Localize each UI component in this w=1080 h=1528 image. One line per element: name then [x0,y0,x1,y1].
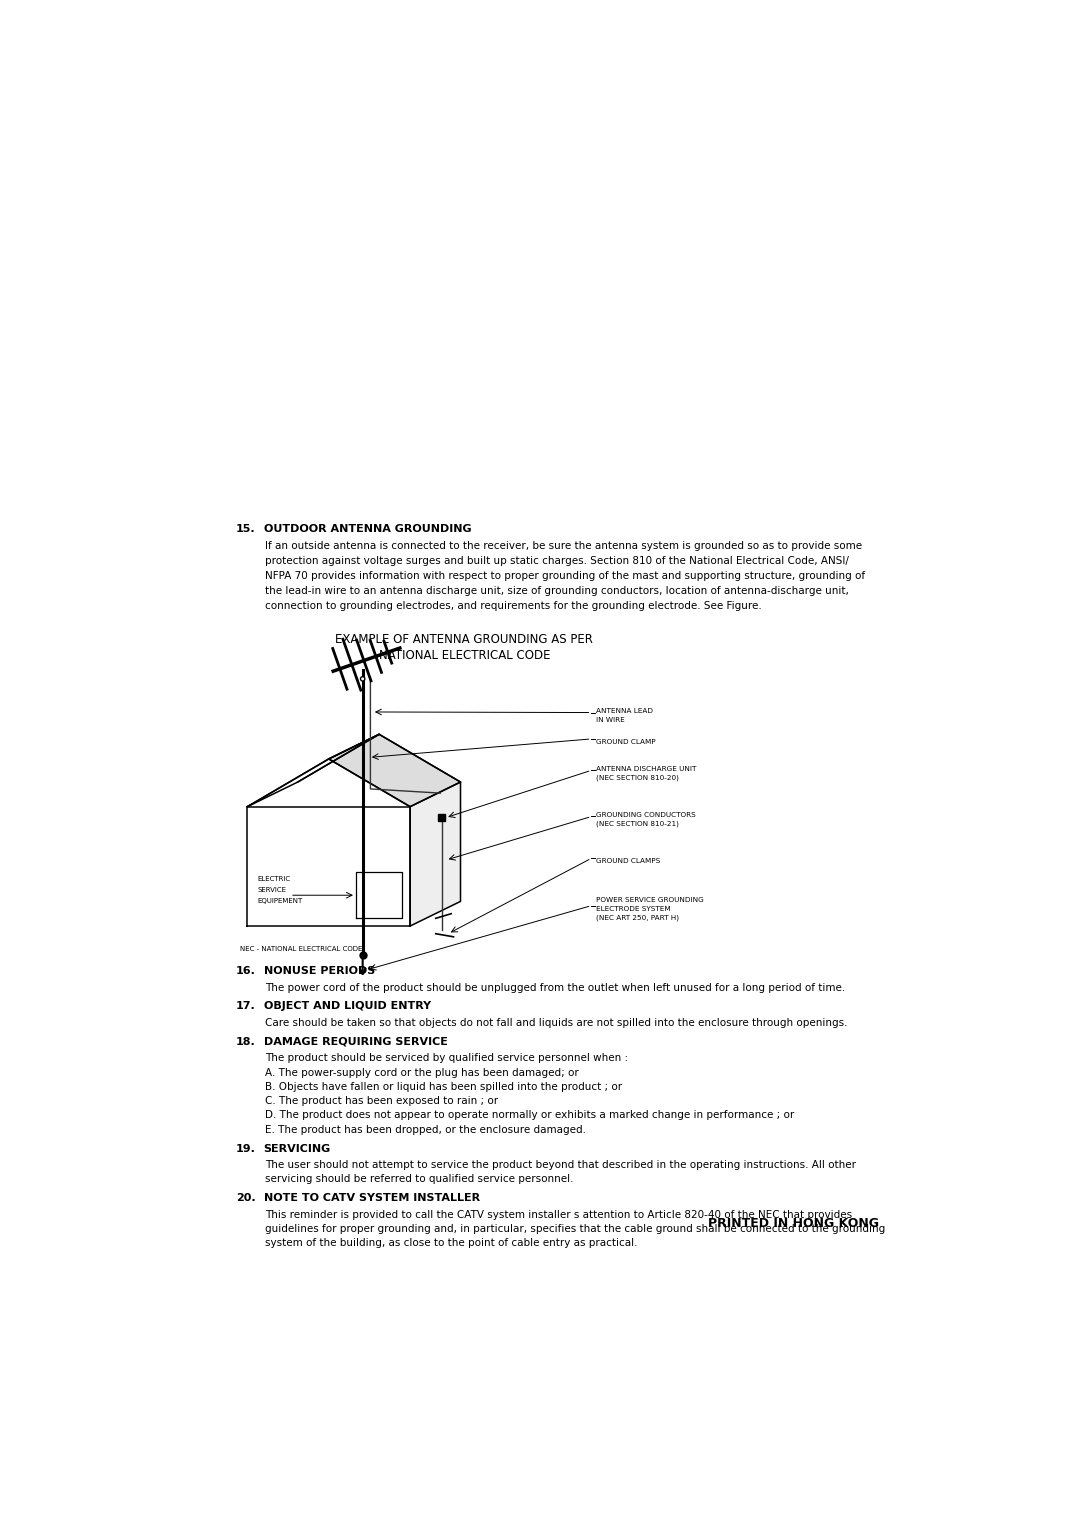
Text: NOTE TO CATV SYSTEM INSTALLER: NOTE TO CATV SYSTEM INSTALLER [264,1193,480,1203]
Text: EQUIPEMENT: EQUIPEMENT [257,898,302,905]
Text: system of the building, as close to the point of cable entry as practical.: system of the building, as close to the … [266,1238,637,1248]
Text: servicing should be referred to qualified service personnel.: servicing should be referred to qualifie… [266,1175,573,1184]
Text: 19.: 19. [235,1143,256,1154]
Polygon shape [410,782,460,926]
Text: (NEC SECTION 810-20): (NEC SECTION 810-20) [596,775,679,781]
Text: The product should be serviced by qualified service personnel when :: The product should be serviced by qualif… [266,1053,629,1063]
Text: GROUND CLAMP: GROUND CLAMP [596,740,656,746]
Text: ANTENNA DISCHARGE UNIT: ANTENNA DISCHARGE UNIT [596,766,697,772]
Polygon shape [438,814,445,821]
Polygon shape [356,872,403,918]
Text: OUTDOOR ANTENNA GROUNDING: OUTDOOR ANTENNA GROUNDING [264,524,471,535]
Text: B. Objects have fallen or liquid has been spilled into the product ; or: B. Objects have fallen or liquid has bee… [266,1082,622,1093]
Text: OBJECT AND LIQUID ENTRY: OBJECT AND LIQUID ENTRY [264,1001,431,1012]
Circle shape [361,677,365,681]
Text: GROUNDING CONDUCTORS: GROUNDING CONDUCTORS [596,811,696,817]
Text: NONUSE PERIODS: NONUSE PERIODS [264,966,375,976]
Text: protection against voltage surges and built up static charges. Section 810 of th: protection against voltage surges and bu… [266,556,849,567]
Text: 17.: 17. [235,1001,256,1012]
Text: This reminder is provided to call the CATV system installer s attention to Artic: This reminder is provided to call the CA… [266,1210,852,1219]
Text: ANTENNA LEAD: ANTENNA LEAD [596,707,653,714]
Text: 20.: 20. [235,1193,255,1203]
Text: PRINTED IN HONG KONG: PRINTED IN HONG KONG [708,1218,879,1230]
Text: DAMAGE REQUIRING SERVICE: DAMAGE REQUIRING SERVICE [264,1038,447,1047]
Text: D. The product does not appear to operate normally or exhibits a marked change i: D. The product does not appear to operat… [266,1111,795,1120]
Text: IN WIRE: IN WIRE [596,717,625,723]
Text: connection to grounding electrodes, and requirements for the grounding electrode: connection to grounding electrodes, and … [266,602,762,611]
Text: 18.: 18. [235,1038,256,1047]
Text: E. The product has been dropped, or the enclosure damaged.: E. The product has been dropped, or the … [266,1125,586,1135]
Text: Care should be taken so that objects do not fall and liquids are not spilled int: Care should be taken so that objects do … [266,1018,848,1028]
Text: If an outside antenna is connected to the receiver, be sure the antenna system i: If an outside antenna is connected to th… [266,541,862,552]
Text: NFPA 70 provides information with respect to proper grounding of the mast and su: NFPA 70 provides information with respec… [266,571,865,582]
Text: SERVICE: SERVICE [257,888,286,894]
Polygon shape [328,735,460,807]
Polygon shape [247,807,410,926]
Polygon shape [247,735,379,807]
Text: guidelines for proper grounding and, in particular, specifies that the cable gro: guidelines for proper grounding and, in … [266,1224,886,1235]
Text: The power cord of the product should be unplugged from the outlet when left unus: The power cord of the product should be … [266,983,846,993]
Text: POWER SERVICE GROUNDING: POWER SERVICE GROUNDING [596,897,704,903]
Text: NATIONAL ELECTRICAL CODE: NATIONAL ELECTRICAL CODE [379,649,550,662]
Text: SERVICING: SERVICING [264,1143,330,1154]
Text: EXAMPLE OF ANTENNA GROUNDING AS PER: EXAMPLE OF ANTENNA GROUNDING AS PER [336,634,593,646]
Text: 16.: 16. [235,966,256,976]
Text: GROUND CLAMPS: GROUND CLAMPS [596,859,660,865]
Text: NEC - NATIONAL ELECTRICAL CODE: NEC - NATIONAL ELECTRICAL CODE [240,946,362,952]
Text: A. The power-supply cord or the plug has been damaged; or: A. The power-supply cord or the plug has… [266,1068,579,1077]
Text: The user should not attempt to service the product beyond that described in the : The user should not attempt to service t… [266,1160,856,1170]
Text: (NEC ART 250, PART H): (NEC ART 250, PART H) [596,914,679,921]
Text: (NEC SECTION 810-21): (NEC SECTION 810-21) [596,821,679,828]
Text: ELECTRODE SYSTEM: ELECTRODE SYSTEM [596,906,671,912]
Text: the lead-in wire to an antenna discharge unit, size of grounding conductors, loc: the lead-in wire to an antenna discharge… [266,587,849,596]
Text: 15.: 15. [235,524,255,535]
Text: ELECTRIC: ELECTRIC [257,876,291,882]
Text: C. The product has been exposed to rain ; or: C. The product has been exposed to rain … [266,1096,498,1106]
